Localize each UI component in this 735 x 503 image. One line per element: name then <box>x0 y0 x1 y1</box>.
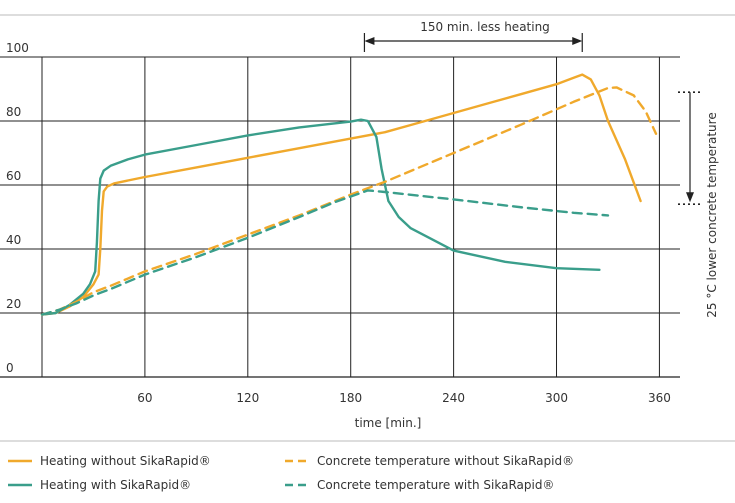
x-tick-label: 300 <box>545 391 568 405</box>
bracket-arrow-right <box>572 37 583 45</box>
bracket-arrow-left <box>364 37 375 45</box>
series-line-3 <box>40 86 658 316</box>
axes: 0 20 40 60 80 100 60 120 180 240 300 360 <box>0 41 680 405</box>
y-tick-label: 100 <box>6 41 29 55</box>
series-line-2 <box>40 118 601 316</box>
side-label: 25 °C lower concrete temperature <box>705 112 719 317</box>
legend: Heating without SikaRapid® Heating with S… <box>8 454 574 492</box>
x-tick-label: 120 <box>236 391 259 405</box>
grid <box>0 56 680 377</box>
series-line-1 <box>40 73 642 316</box>
series-lines <box>40 73 658 316</box>
legend-label-1: Heating without SikaRapid® <box>40 454 211 468</box>
x-tick-label: 360 <box>648 391 671 405</box>
annotations: 150 min. less heating 25 °C lower concre… <box>355 20 719 430</box>
y-tick-label: 20 <box>6 297 21 311</box>
series-line-4 <box>40 189 610 316</box>
y-tick-label: 40 <box>6 233 21 247</box>
x-axis-label: time [min.] <box>355 416 422 430</box>
y-tick-label: 60 <box>6 169 21 183</box>
legend-label-2: Heating with SikaRapid® <box>40 478 191 492</box>
y-tick-label: 0 <box>6 361 14 375</box>
bracket-label: 150 min. less heating <box>420 20 550 34</box>
legend-label-4: Concrete temperature with SikaRapid® <box>317 478 554 492</box>
x-tick-label: 60 <box>137 391 152 405</box>
x-tick-label: 240 <box>442 391 465 405</box>
side-arrow-head <box>686 192 694 203</box>
legend-label-3: Concrete temperature without SikaRapid® <box>317 454 574 468</box>
x-tick-label: 180 <box>339 391 362 405</box>
y-tick-label: 80 <box>6 105 21 119</box>
